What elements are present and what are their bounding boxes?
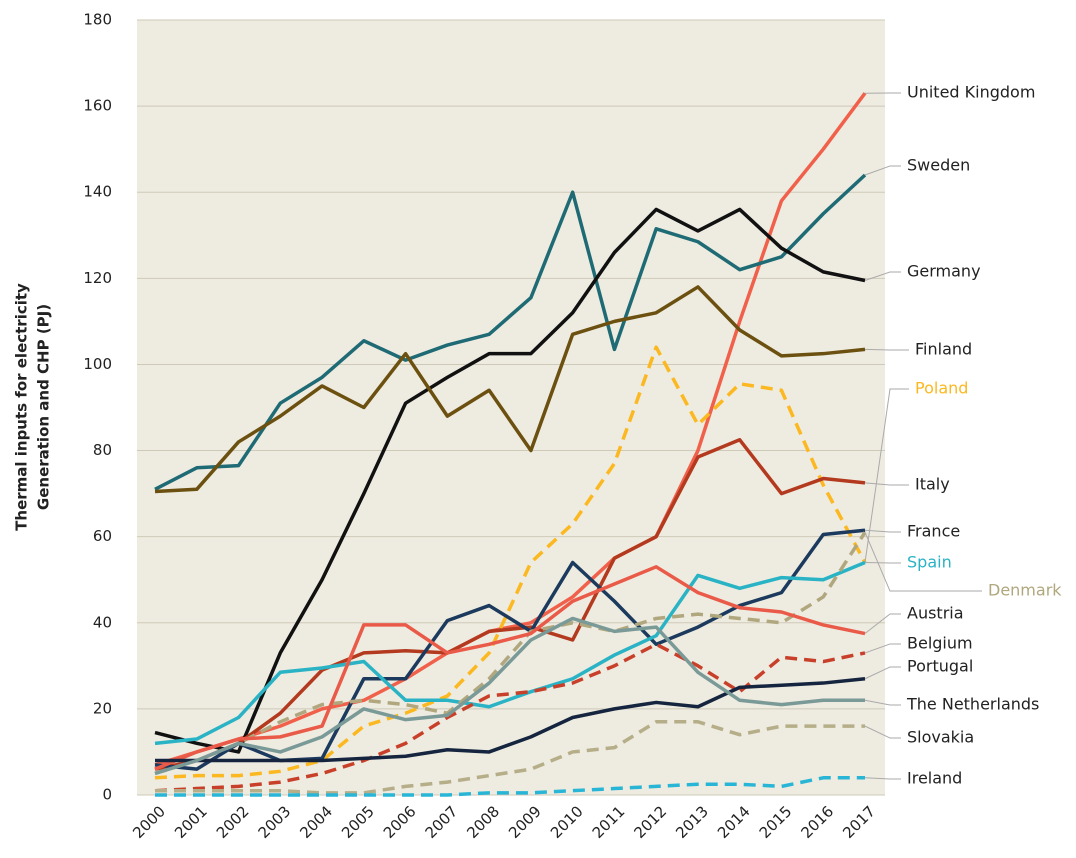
legend-label: Austria [907, 604, 964, 623]
legend-label: Poland [915, 379, 968, 398]
x-tick-label: 2013 [672, 802, 712, 842]
x-tick-label: 2015 [756, 802, 796, 842]
x-tick-label: 2002 [213, 802, 253, 842]
leader-line [864, 529, 901, 533]
x-tick-label: 2006 [380, 802, 420, 842]
legend-label: Finland [915, 340, 972, 359]
y-tick-label: 100 [83, 355, 112, 373]
legend-label: Spain [907, 553, 952, 572]
series-line [154, 438, 866, 771]
x-tick-label: 2004 [296, 802, 336, 842]
series-line [154, 528, 866, 771]
leader-line [864, 643, 901, 654]
leader-line [864, 777, 901, 780]
series-line [154, 285, 866, 494]
legend-label: Denmark [988, 581, 1062, 600]
series-line [155, 776, 865, 797]
leader-line [864, 725, 901, 739]
x-tick-label: 2008 [463, 802, 503, 842]
legend-label: France [907, 522, 960, 541]
x-tick-label: 2010 [547, 802, 587, 842]
series-line [154, 565, 866, 771]
x-tick-label: 2011 [589, 802, 629, 842]
series-line [154, 207, 866, 754]
y-axis-label: Thermal inputs for electricity [13, 283, 31, 531]
leader-line [864, 388, 909, 563]
leader-line [864, 348, 909, 351]
y-tick-label: 80 [93, 441, 112, 459]
series-line [154, 92, 867, 767]
y-axis-label: Generation and CHP (PJ) [35, 304, 53, 510]
legend-label: Portugal [907, 657, 973, 676]
x-tick-label: 2014 [714, 802, 754, 842]
series-line [154, 560, 866, 746]
x-tick-label: 2009 [505, 802, 545, 842]
series-line [155, 720, 865, 795]
series-line [154, 616, 865, 776]
x-tick-label: 2003 [255, 802, 295, 842]
legend-label: Sweden [907, 156, 970, 175]
series-line [155, 677, 866, 763]
y-tick-label: 40 [93, 613, 112, 631]
y-tick-label: 140 [83, 183, 112, 201]
x-tick-label: 2001 [171, 802, 211, 842]
y-tick-label: 60 [93, 527, 112, 545]
leader-line [864, 532, 982, 592]
y-tick-label: 120 [83, 269, 112, 287]
leader-line [864, 271, 901, 281]
x-tick-label: 2017 [839, 802, 879, 842]
legend-label: United Kingdom [907, 83, 1035, 102]
y-tick-label: 180 [83, 11, 112, 29]
leader-line [864, 165, 901, 176]
series-line [154, 345, 867, 780]
leader-line [864, 699, 901, 706]
leader-line [864, 482, 909, 486]
legend-label: Italy [915, 475, 950, 494]
leader-line [864, 666, 901, 680]
legend-label: Slovakia [907, 728, 974, 747]
legend-label: Belgium [907, 634, 973, 653]
x-tick-label: 2007 [422, 802, 462, 842]
legend-label: The Netherlands [906, 695, 1039, 714]
plot-area [137, 20, 885, 795]
leader-line [864, 613, 901, 634]
x-tick-label: 2000 [129, 802, 169, 842]
y-tick-label: 160 [83, 97, 112, 115]
x-tick-label: 2016 [798, 802, 838, 842]
leader-line [864, 562, 901, 564]
legend-label: Ireland [907, 769, 962, 788]
y-tick-label: 20 [93, 699, 112, 717]
x-tick-label: 2005 [338, 802, 378, 842]
y-tick-label: 0 [102, 786, 112, 804]
series-line [154, 173, 867, 491]
legend-label: Germany [907, 262, 981, 281]
x-tick-label: 2012 [630, 802, 670, 842]
